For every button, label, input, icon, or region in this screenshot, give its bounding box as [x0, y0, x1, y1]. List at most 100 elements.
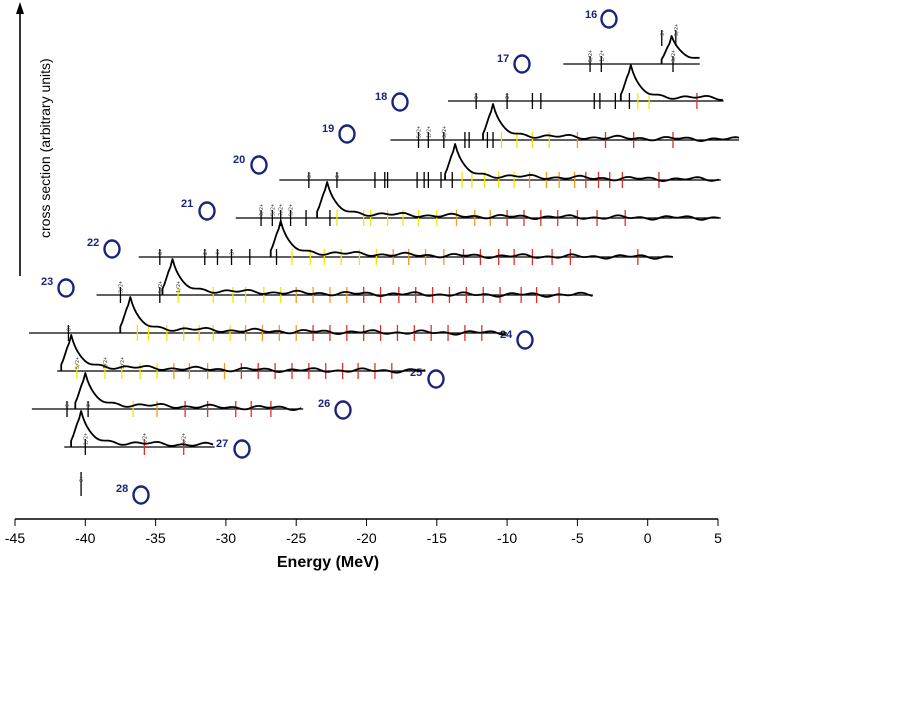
x-tick-label: -45: [5, 530, 25, 546]
spin-parity-label: 0+: [307, 172, 313, 178]
isotope-mass-label: 21: [181, 198, 193, 210]
spin-parity-label: 2+: [203, 249, 209, 255]
isotope-row-26: 26 0+ 2+: [31, 372, 352, 420]
isotope-mass-label: 26: [318, 398, 330, 410]
spin-parity-label: 3/2+: [671, 50, 677, 62]
x-tick-label: -15: [427, 530, 447, 546]
cross-section-curve: [619, 64, 723, 102]
isotope-row-20: 20 0+ 2+: [233, 143, 721, 188]
x-tick-label: 5: [714, 530, 722, 546]
spin-parity-label: 5/2+: [417, 126, 423, 138]
spin-parity-label: 5/2+: [674, 24, 680, 36]
isotope-mass-label: 23: [41, 276, 53, 288]
x-tick-label: -40: [75, 530, 95, 546]
cross-section-curve: [482, 103, 740, 142]
cross-section-curve: [269, 220, 673, 260]
isotope-circle-marker: [334, 400, 352, 420]
isotope-circle-marker: [103, 239, 121, 259]
isotope-circle-marker: [233, 439, 251, 459]
isotope-mass-label: 27: [216, 438, 228, 450]
x-tick-label: -10: [497, 530, 517, 546]
isotope-row-17: 17 5/2+ 1/2+ 3/2+: [497, 35, 700, 74]
x-axis: -45 -40 -35 -30 -25 -20 -15 -10 -5 0 5 Energy (MeV…: [5, 518, 722, 571]
isotope-mass-label: 24: [500, 329, 513, 341]
isotope-row-25: 255/2+ 1/2+ 5/2+: [57, 334, 445, 389]
spin-parity-label: 0+: [65, 401, 71, 407]
y-axis: cross section (arbitrary units): [16, 2, 53, 276]
isotope-row-27: 27 1/2+ 5/2+ 3/2+: [64, 410, 251, 459]
isotope-row-18: 18 0+ 2+: [375, 64, 724, 112]
spin-parity-label: 5/2+: [158, 281, 164, 293]
isotope-mass-label: 28: [116, 483, 128, 495]
spin-parity-label: 5/2+: [120, 357, 126, 369]
isotope-circle-marker: [57, 278, 75, 298]
x-axis-ticks: -45 -40 -35 -30 -25 -20 -15 -10 -5 0 5: [5, 519, 722, 546]
isotope-circle-marker: [132, 485, 150, 505]
x-tick-label: 0: [644, 530, 652, 546]
cross-section-curve: [70, 410, 214, 448]
isotope-mass-label: 19: [322, 123, 334, 135]
x-tick-label: -25: [286, 530, 306, 546]
x-axis-label: Energy (MeV): [277, 554, 379, 571]
spin-parity-label: 1/2+: [426, 126, 432, 138]
x-tick-label: -20: [356, 530, 376, 546]
isotope-row-21: 21 3/2+ 5/2+ 7/2+ 9/2+: [181, 181, 721, 226]
spin-parity-label: 3+: [230, 249, 236, 255]
isotope-circle-marker: [250, 155, 268, 175]
cross-section-curve: [660, 35, 700, 65]
spin-parity-label: 0+: [79, 476, 85, 482]
isotope-row-22: 22 0+ 2+ 4+ 3+: [87, 220, 674, 265]
isotope-series: 163+ 5/2+17 5/2+ 1/2+ 3/2+18 0+ 2+19 5/2+ 1/2+ 3/…: [29, 9, 740, 505]
isotope-mass-label: 17: [497, 53, 509, 65]
isotope-row-19: 19 5/2+ 1/2+ 3/2+: [322, 103, 740, 148]
spin-parity-label: 2+: [335, 172, 341, 178]
spin-parity-label: 4+: [215, 249, 221, 255]
spin-parity-label: 9/2+: [289, 204, 295, 216]
x-tick-label: -35: [145, 530, 165, 546]
spin-parity-label: 0+: [474, 93, 480, 99]
isotope-mass-label: 18: [375, 91, 387, 103]
isotope-mass-label: 22: [87, 237, 99, 249]
isotope-row-24: 24 0+: [29, 296, 534, 350]
isotope-circle-marker: [516, 330, 534, 350]
spin-parity-label: 0+: [66, 325, 72, 331]
spin-parity-label: 2+: [86, 401, 92, 407]
isotope-circle-marker: [391, 92, 409, 112]
spin-parity-label: 5/2+: [142, 433, 148, 445]
isotope-row-28: 28 0+: [79, 472, 150, 505]
cross-section-curve: [161, 258, 593, 298]
isotope-circle-marker: [427, 369, 445, 389]
isotope-mass-label: 20: [233, 154, 245, 166]
isotope-circle-marker: [338, 124, 356, 144]
y-axis-arrowhead: [16, 2, 24, 14]
spin-parity-label: 7/2+: [279, 204, 285, 216]
spin-parity-label: 5/2+: [75, 357, 81, 369]
cross-section-curve: [444, 143, 720, 182]
cross-section-curve: [74, 372, 302, 411]
spin-parity-label: 1/2+: [176, 281, 182, 293]
cross-section-curve: [316, 181, 720, 221]
cross-section-curve: [119, 296, 507, 336]
cross-section-curve: [60, 334, 426, 374]
spin-parity-label: 3+: [660, 30, 666, 36]
x-tick-label: -30: [216, 530, 236, 546]
isotope-circle-marker: [198, 201, 216, 221]
isotope-circle-marker: [513, 54, 531, 74]
spin-parity-label: 2+: [505, 93, 511, 99]
isotope-row-23: 23 3/2+ 5/2+ 1/2+: [41, 258, 593, 303]
isotope-row-16: 16 3+ 5/2+: [585, 9, 680, 46]
spin-parity-label: 1/2+: [103, 357, 109, 369]
spin-parity-label: 1/2+: [83, 433, 89, 445]
isotope-mass-label: 16: [585, 9, 597, 21]
spin-parity-label: 3/2+: [118, 281, 124, 293]
spin-parity-label: 3/2+: [442, 126, 448, 138]
spin-parity-label: 3/2+: [182, 433, 188, 445]
isotope-circle-marker: [600, 9, 618, 29]
spin-parity-label: 5/2+: [270, 204, 276, 216]
x-tick-label: -5: [571, 530, 584, 546]
spin-parity-label: 1/2+: [599, 50, 605, 62]
spin-parity-label: 5/2+: [588, 50, 594, 62]
spin-parity-label: 3/2+: [259, 204, 265, 216]
y-axis-label: cross section (arbitrary units): [37, 58, 53, 238]
